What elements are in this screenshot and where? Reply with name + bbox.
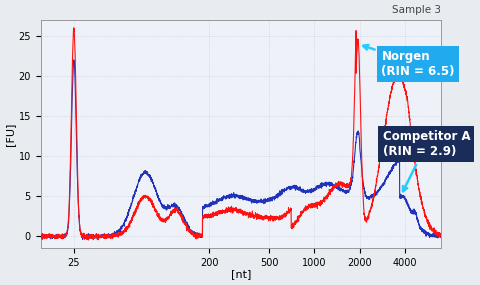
Text: Competitor A
(RIN = 2.9): Competitor A (RIN = 2.9) bbox=[383, 130, 470, 191]
Text: Norgen
(RIN = 6.5): Norgen (RIN = 6.5) bbox=[363, 45, 455, 78]
X-axis label: [nt]: [nt] bbox=[231, 269, 251, 280]
Text: Sample 3: Sample 3 bbox=[392, 5, 441, 15]
Y-axis label: [FU]: [FU] bbox=[6, 123, 15, 146]
